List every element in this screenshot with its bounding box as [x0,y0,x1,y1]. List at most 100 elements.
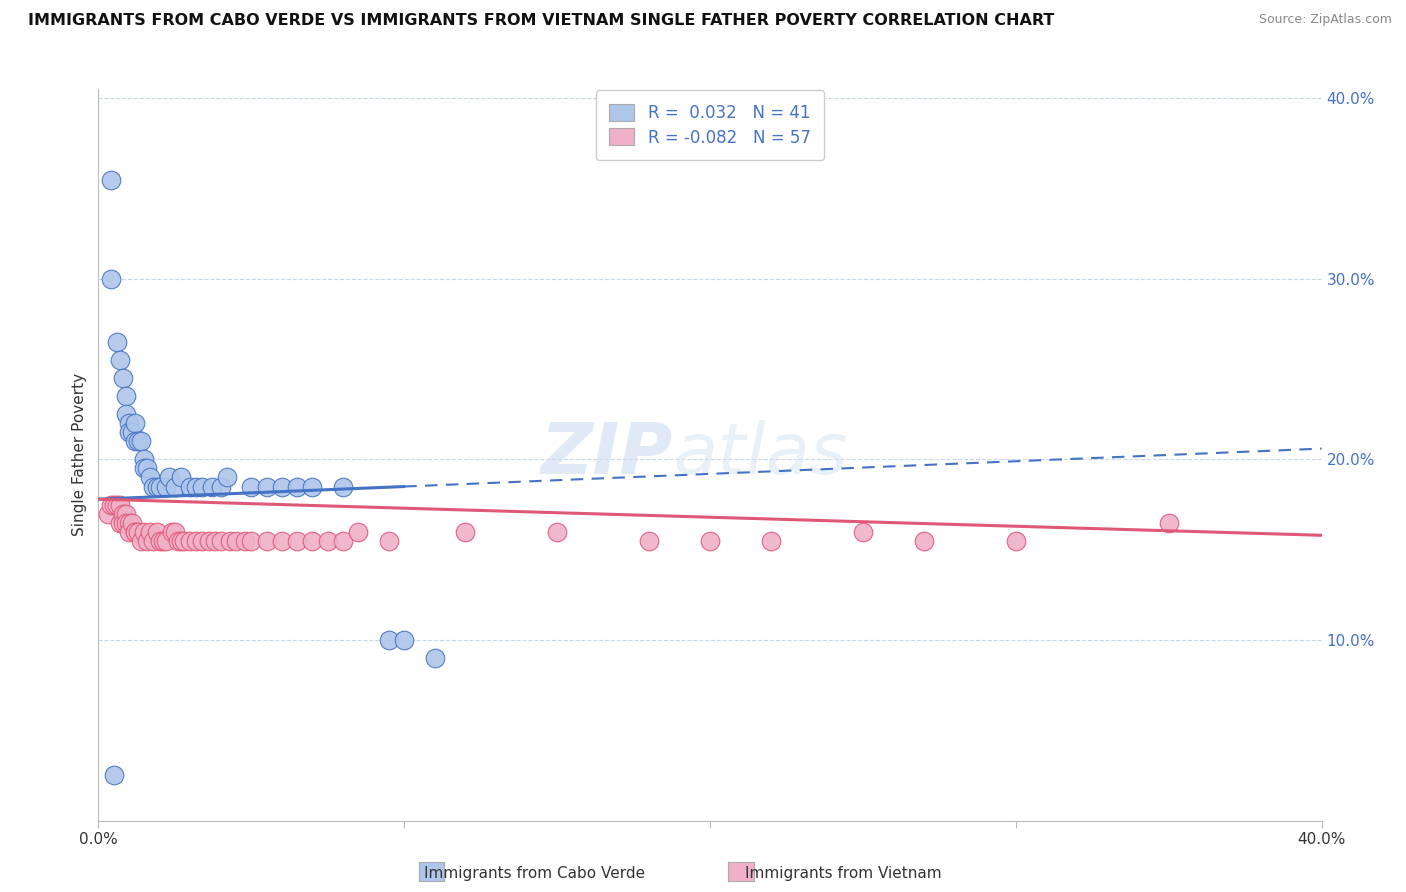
Point [170,470,193,484]
Point [186,479,208,493]
Point [215,470,238,484]
Text: Immigrants from Vietnam: Immigrants from Vietnam [745,866,942,881]
Point [115,389,138,403]
Point [149,479,172,493]
Text: Source: ZipAtlas.com: Source: ZipAtlas.com [1258,13,1392,27]
Point [115,516,138,530]
Point [118,524,141,539]
Point [121,425,143,440]
Point [152,533,174,548]
Point [124,524,146,539]
Point [209,479,232,493]
Point [240,533,263,548]
Point [170,533,193,548]
Point [163,479,186,493]
Y-axis label: Single Father Poverty: Single Father Poverty [72,374,87,536]
Point [392,633,416,648]
Point [127,434,149,449]
Point [209,533,232,548]
Point [145,479,167,493]
Point [179,479,201,493]
Point [103,498,125,512]
Point [121,516,143,530]
Point [100,498,122,512]
Point [142,533,165,548]
Point [347,524,370,539]
Point [111,516,134,530]
Point [115,407,138,421]
Point [270,479,292,493]
Point [105,334,128,349]
Point [270,533,292,548]
Point [378,533,401,548]
Point [103,768,125,782]
Point [108,498,131,512]
Point [197,533,219,548]
Legend: R =  0.032   N = 41, R = -0.082   N = 57: R = 0.032 N = 41, R = -0.082 N = 57 [596,90,824,160]
Point [108,516,131,530]
Point [149,533,172,548]
Point [118,417,141,431]
Point [200,479,222,493]
Text: atlas: atlas [673,420,848,490]
Point [134,524,156,539]
Point [124,434,146,449]
Point [285,479,308,493]
Point [111,371,134,385]
Point [136,533,159,548]
Point [134,461,156,475]
Point [179,533,201,548]
Point [134,452,156,467]
Point [115,507,138,521]
Point [124,524,146,539]
Point [136,461,159,475]
Point [1157,516,1180,530]
Point [852,524,875,539]
Point [285,533,308,548]
Point [129,533,152,548]
Point [256,479,278,493]
Point [163,524,186,539]
Text: IMMIGRANTS FROM CABO VERDE VS IMMIGRANTS FROM VIETNAM SINGLE FATHER POVERTY CORR: IMMIGRANTS FROM CABO VERDE VS IMMIGRANTS… [28,13,1054,29]
Point [423,651,446,665]
Point [759,533,782,548]
Point [699,533,721,548]
Text: ZIP: ZIP [541,420,673,490]
Point [100,172,122,186]
Point [139,470,162,484]
Point [118,516,141,530]
Point [240,479,263,493]
Point [145,524,167,539]
Point [118,425,141,440]
Point [912,533,935,548]
Point [111,507,134,521]
Point [301,479,323,493]
Point [233,533,256,548]
Point [97,507,120,521]
Point [157,470,180,484]
Point [108,353,131,368]
Point [204,533,226,548]
Point [167,533,190,548]
Point [316,533,339,548]
Point [173,533,195,548]
Text: Immigrants from Cabo Verde: Immigrants from Cabo Verde [423,866,645,881]
Point [219,533,242,548]
Point [256,533,278,548]
Point [124,417,146,431]
Point [100,272,122,286]
Point [454,524,477,539]
Point [332,533,354,548]
Point [127,524,149,539]
Point [186,533,208,548]
Point [155,479,177,493]
Point [155,533,177,548]
Point [225,533,247,548]
Point [139,524,162,539]
Point [191,479,214,493]
Point [191,533,214,548]
Point [129,434,152,449]
Point [378,633,401,648]
Point [105,498,128,512]
Point [301,533,323,548]
